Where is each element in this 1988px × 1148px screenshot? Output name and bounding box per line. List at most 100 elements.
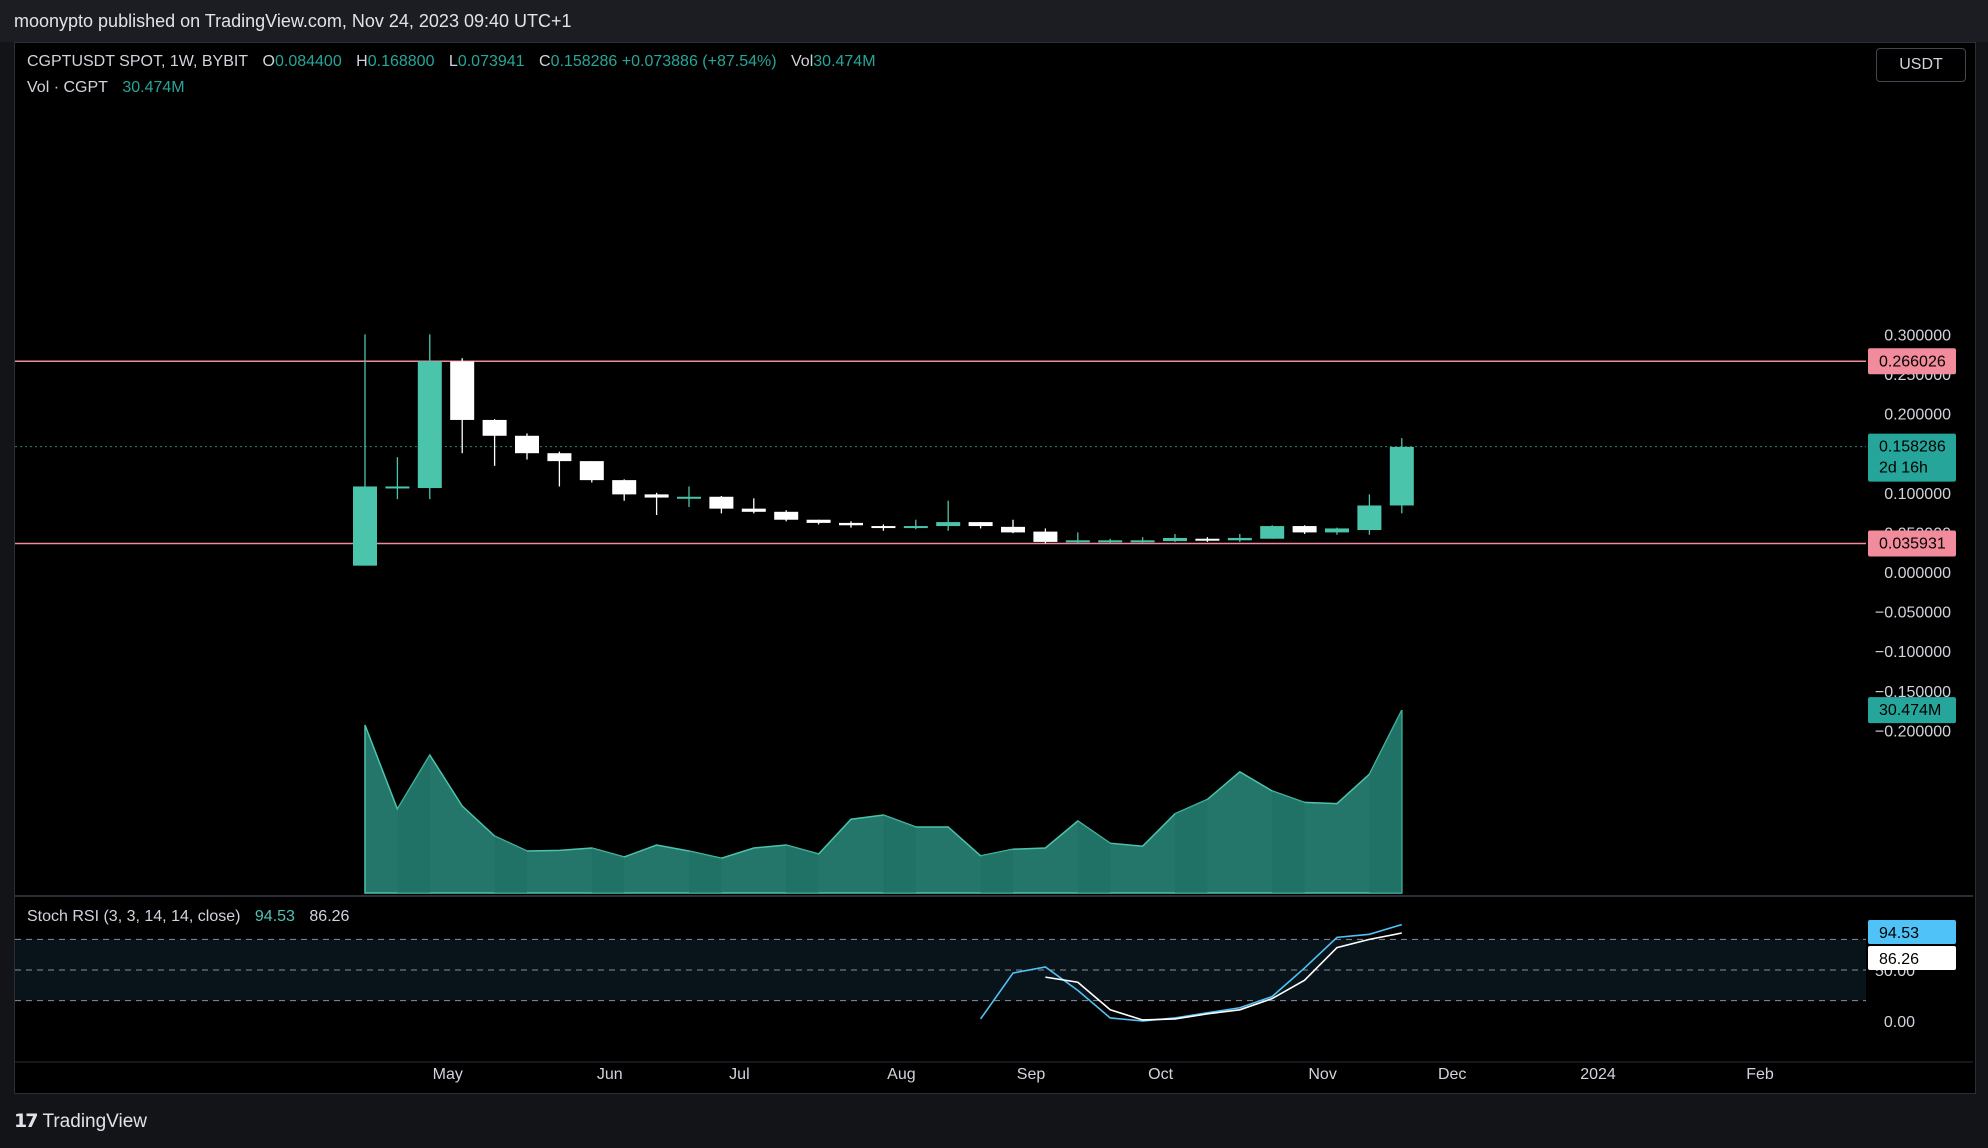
- chart-frame[interactable]: [14, 42, 1976, 1094]
- candle-body: [806, 519, 831, 523]
- candle-body: [1001, 526, 1025, 533]
- candle-body: [839, 522, 863, 526]
- top-bar: moonypto published on TradingView.com, N…: [0, 0, 1988, 42]
- stoch-tick-label: 0.00: [1884, 1014, 1915, 1031]
- price-tick-label: 0.300000: [1884, 327, 1951, 344]
- stoch-k-badge-bg: [1868, 920, 1956, 944]
- stoch-rsi-label[interactable]: Stoch RSI (3, 3, 14, 14, close): [27, 908, 241, 925]
- volume-segment: [1369, 710, 1402, 893]
- candle-body: [385, 486, 410, 489]
- candle: [1130, 537, 1155, 543]
- candle: [385, 457, 410, 500]
- candle-body: [709, 496, 734, 509]
- high-label: H: [356, 53, 368, 70]
- candle: [1389, 438, 1414, 514]
- candle: [547, 451, 572, 487]
- volume-segment: [397, 755, 430, 893]
- candle: [1195, 537, 1220, 542]
- last-price-badge: 0.158286 2d 16h: [1868, 433, 1956, 482]
- candle: [644, 492, 669, 515]
- candle-body: [1292, 526, 1317, 533]
- candle-body: [1195, 538, 1220, 541]
- candle: [968, 522, 993, 529]
- tradingview-logo-icon: 𝟭𝟳: [14, 1111, 38, 1132]
- level-lines: [15, 360, 1866, 545]
- candle-body: [482, 419, 507, 436]
- candle: [417, 334, 442, 500]
- price-tick-label: −0.200000: [1875, 723, 1951, 740]
- stoch-k-badge: 94.53: [1868, 920, 1956, 944]
- footer-brand[interactable]: 𝟭𝟳 TradingView: [14, 1110, 147, 1133]
- candle: [482, 419, 507, 466]
- volume-legend: Vol · CGPT 30.474M: [27, 79, 185, 97]
- time-tick-label: Nov: [1308, 1066, 1336, 1083]
- candle-body: [741, 508, 766, 512]
- candle-body: [450, 361, 475, 420]
- high-value: 0.168800: [367, 53, 435, 70]
- price-tick-label: 0.000000: [1884, 565, 1951, 582]
- close-label: C: [539, 53, 551, 70]
- time-tick-label: Aug: [887, 1066, 915, 1083]
- candle: [903, 519, 928, 530]
- candles: [353, 334, 1414, 566]
- currency-button[interactable]: USDT: [1876, 48, 1966, 82]
- candle: [515, 433, 539, 460]
- candle-body: [1227, 537, 1252, 541]
- candle: [936, 500, 961, 531]
- volume-badge-text: 30.474M: [1879, 702, 1941, 719]
- open-value: 0.084400: [274, 53, 342, 70]
- candle: [579, 461, 604, 483]
- low-label: L: [448, 53, 458, 70]
- time-tick-label: Jun: [597, 1066, 623, 1083]
- stoch-k-line: [979, 923, 1403, 1022]
- candle-body: [579, 461, 604, 481]
- time-tick-label: Oct: [1148, 1066, 1173, 1083]
- footer-brand-text: TradingView: [42, 1111, 148, 1132]
- candle: [1033, 528, 1058, 544]
- time-tick-label: Dec: [1438, 1066, 1466, 1083]
- volume-segment: [1175, 799, 1208, 893]
- volume-segment: [883, 815, 916, 893]
- volume-legend-label[interactable]: Vol · CGPT: [27, 79, 108, 96]
- volume-legend-value: 30.474M: [122, 79, 185, 96]
- candle-body: [612, 480, 637, 495]
- price-tick-label: 0.200000: [1884, 407, 1951, 424]
- symbol-label[interactable]: CGPTUSDT SPOT, 1W, BYBIT: [27, 53, 249, 70]
- price-legend: CGPTUSDT SPOT, 1W, BYBIT O0.084400 H0.16…: [27, 53, 876, 71]
- stoch-rsi-legend: Stoch RSI (3, 3, 14, 14, close) 94.53 86…: [27, 908, 349, 926]
- volume-segment: [1272, 791, 1305, 893]
- candle-body: [871, 526, 896, 529]
- time-tick-label: Sep: [1017, 1066, 1046, 1083]
- candle-body: [1130, 540, 1155, 543]
- candle: [1163, 533, 1187, 542]
- candle: [709, 495, 734, 514]
- candle-body: [1065, 540, 1090, 543]
- published-text: moonypto published on TradingView.com, N…: [14, 11, 572, 31]
- low-value: 0.073941: [457, 53, 525, 70]
- close-value: 0.158286: [550, 53, 618, 70]
- level-badge-bg: [1868, 348, 1956, 375]
- stoch-d-badge-bg: [1868, 946, 1956, 970]
- level-badge: 0.266026: [1868, 348, 1956, 375]
- candle: [774, 510, 799, 522]
- volume-segment: [689, 851, 722, 893]
- volume-segment: [786, 845, 819, 893]
- stoch-rsi-pane: [15, 923, 1866, 1022]
- candle-body: [1098, 540, 1123, 543]
- candle: [806, 519, 831, 525]
- stoch-d-badge: 86.26: [1868, 946, 1956, 970]
- volume-badge-bg: [1868, 697, 1956, 724]
- vol-label: Vol: [791, 53, 814, 70]
- candle: [1325, 527, 1349, 535]
- level-badge-bg: [1868, 530, 1956, 557]
- candle-body: [936, 522, 961, 527]
- candle-body: [774, 511, 799, 520]
- candle: [450, 358, 475, 454]
- candle: [1357, 494, 1382, 535]
- price-tick-label: −0.050000: [1875, 605, 1951, 622]
- grid-lines: [15, 895, 1973, 1063]
- price-badges: 0.266026 0.035931 0.158286 2d 16h 30.474M 94.…: [1868, 348, 1956, 970]
- vol-value: 30.474M: [813, 53, 876, 70]
- price-tick-label: −0.100000: [1875, 644, 1951, 661]
